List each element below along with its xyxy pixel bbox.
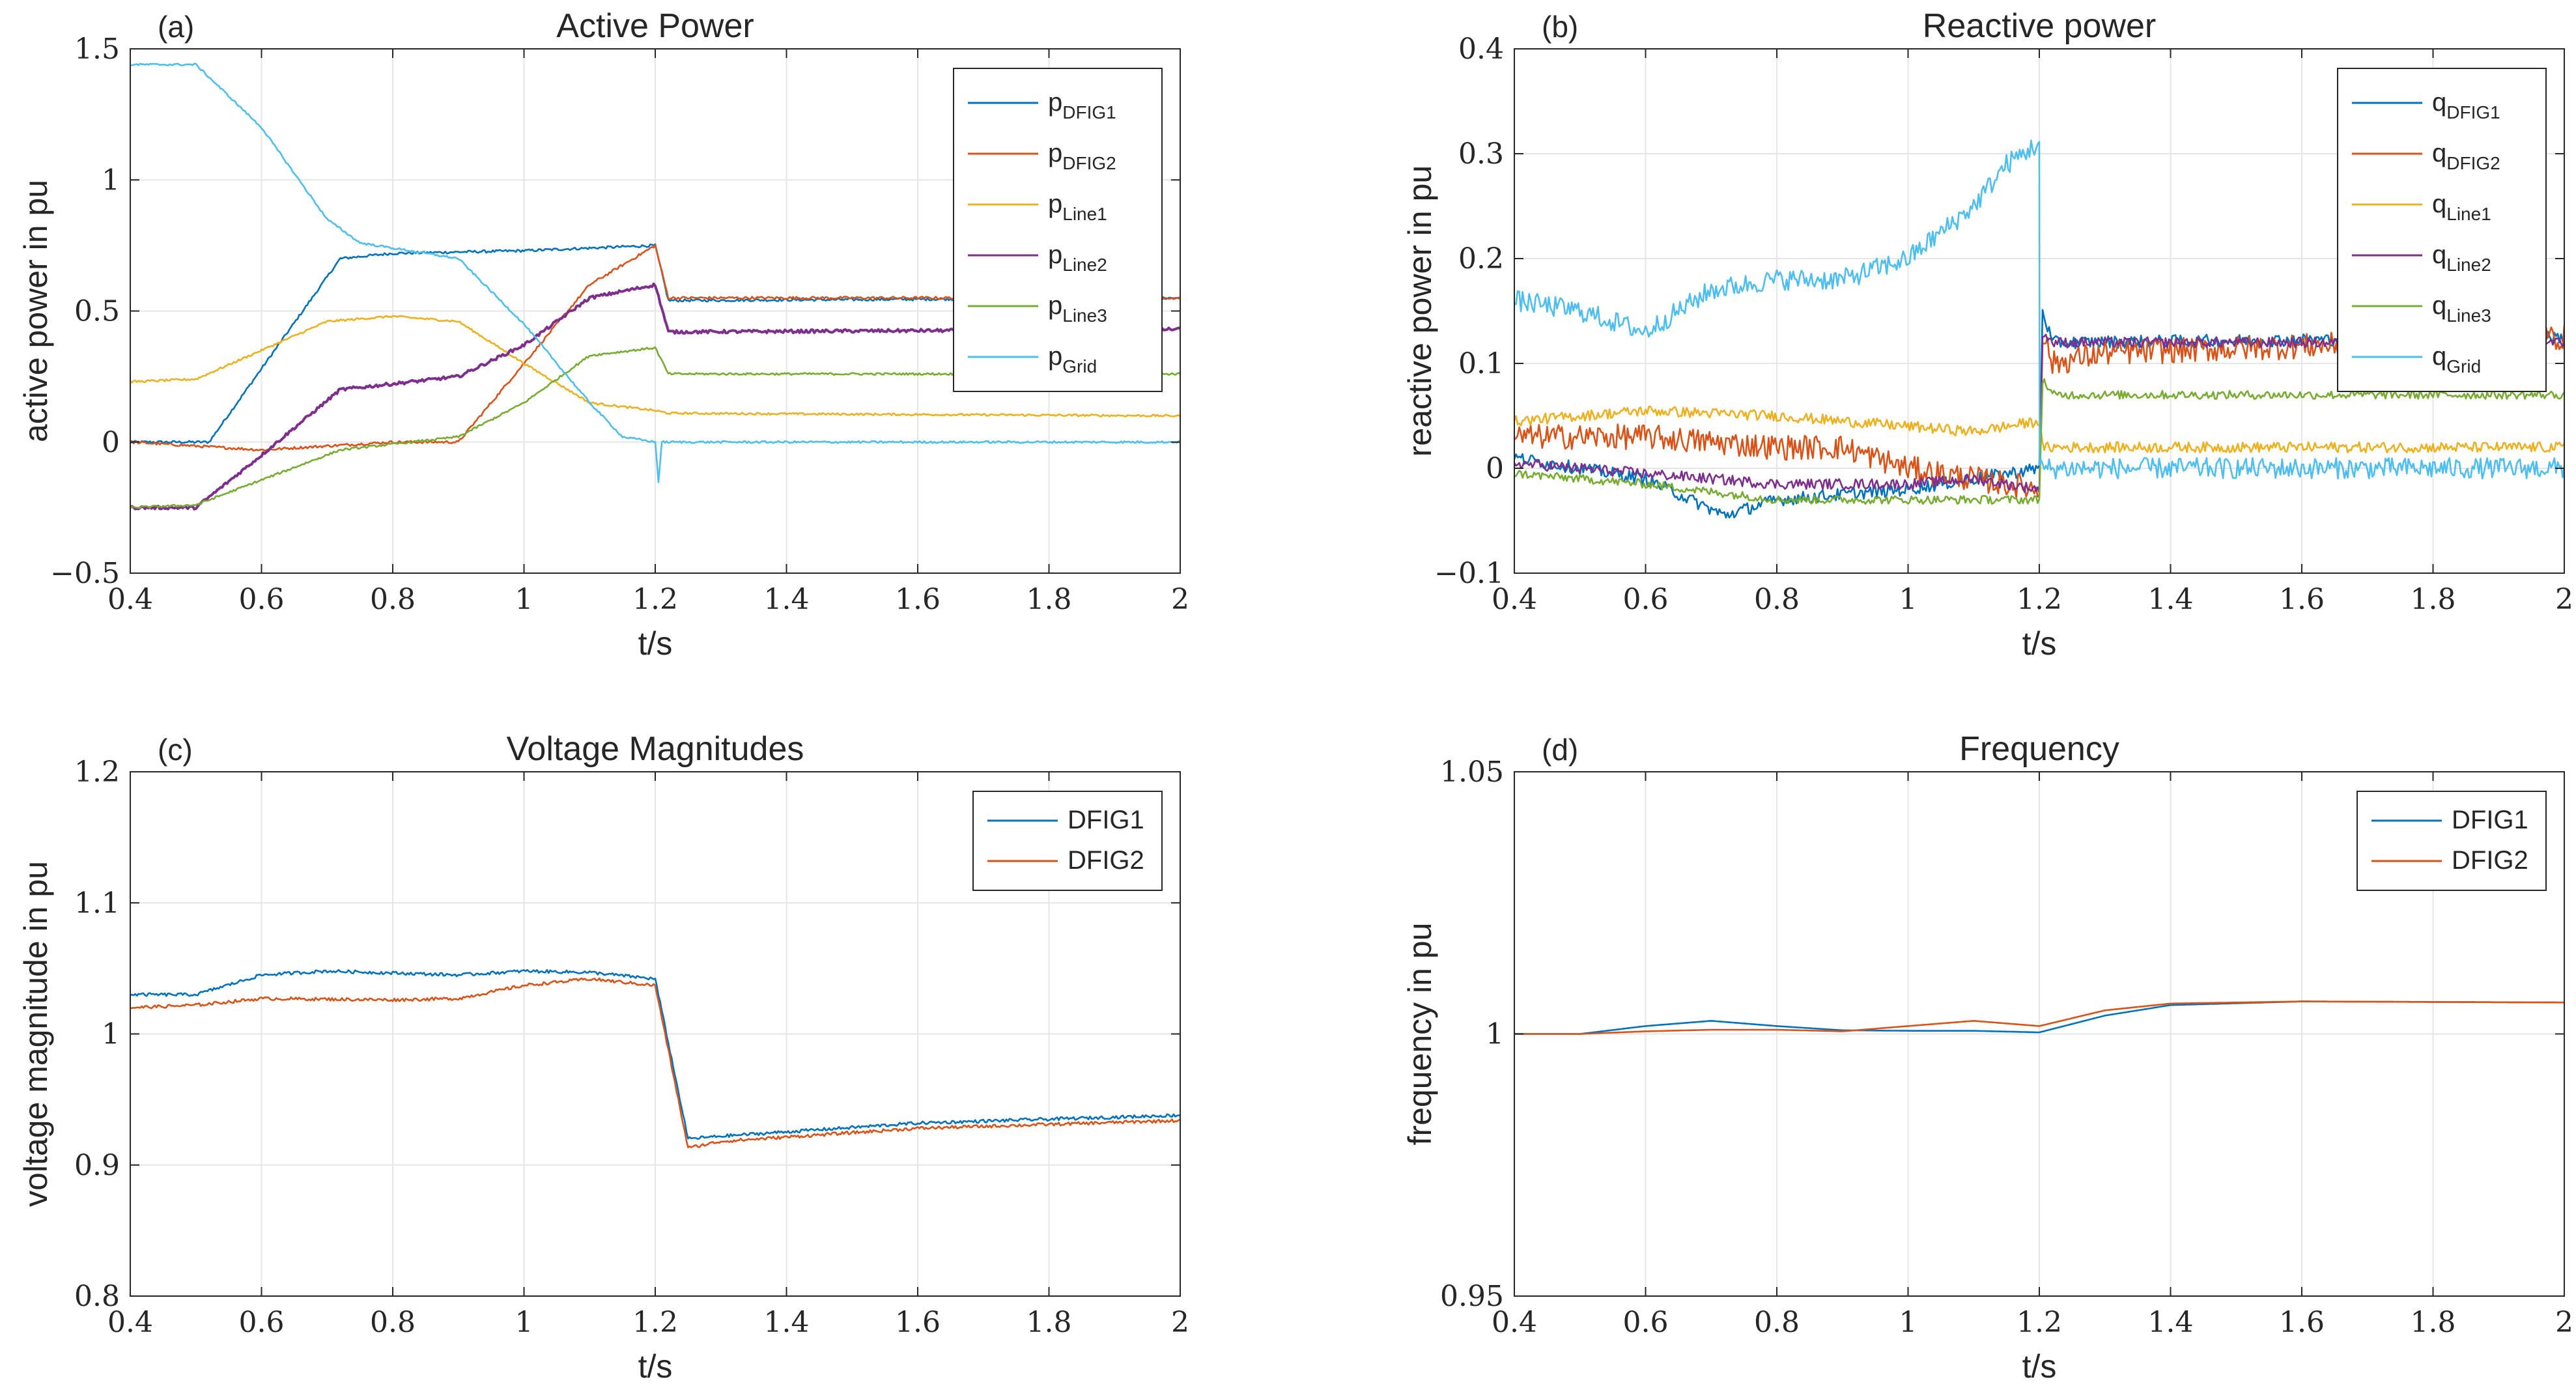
- x-tick-label: 0.8: [1754, 583, 1800, 616]
- x-tick-label: 0.4: [1492, 1306, 1537, 1339]
- legend-entry: DFIG2: [1068, 846, 1144, 875]
- chart-title: Active Power: [556, 7, 754, 45]
- x-tick-label: 1.8: [2411, 583, 2456, 616]
- x-tick-label: 1.6: [895, 1306, 941, 1339]
- y-tick-label: 0: [1486, 452, 1504, 485]
- x-tick-label: 1: [515, 1306, 533, 1339]
- series-line-dfig1: [130, 968, 1180, 1140]
- y-tick-label: 0.2: [1458, 242, 1504, 276]
- legend-entry: DFIG1: [2452, 806, 2528, 834]
- x-tick-label: 0.6: [1623, 583, 1669, 616]
- y-tick-label: −0.1: [1434, 557, 1504, 590]
- y-tick-label: 1.2: [74, 756, 120, 789]
- panel-b: 0.4 0.6 0.8 1 1.2 1.4 1.6 1.8 2 −0.1 0 0.1 0.2 0.3 0.4…: [1402, 7, 2573, 662]
- legend-box: [953, 68, 1163, 392]
- y-axis-label: frequency in pu: [1402, 923, 1438, 1146]
- x-tick-label: 1.4: [764, 583, 810, 616]
- y-axis-label: active power in pu: [18, 180, 54, 442]
- panel-label: (c): [158, 733, 193, 767]
- x-axis-label: t/s: [2022, 625, 2057, 662]
- y-tick-label: 0.9: [74, 1149, 120, 1182]
- x-tick-label: 2: [1171, 583, 1189, 616]
- series-line-pline1: [130, 315, 1180, 417]
- panel-c: 0.4 0.6 0.8 1 1.2 1.4 1.6 1.8 2 0.8 0.9 1 1.1 1.2 Volt…: [18, 730, 1189, 1385]
- x-tick-label: 0.4: [107, 583, 153, 616]
- y-tick-label: 0.3: [1458, 137, 1504, 171]
- x-tick-label: 0.6: [239, 583, 285, 616]
- y-tick-label: 1.05: [1440, 756, 1504, 789]
- panel-d: 0.4 0.6 0.8 1 1.2 1.4 1.6 1.8 2 0.95 1 1.05 Frequenc…: [1402, 730, 2573, 1385]
- x-tick-label: 1.4: [2148, 1306, 2194, 1339]
- x-tick-label: 0.8: [370, 583, 416, 616]
- series-group: [1514, 1000, 2564, 1035]
- x-tick-label: 1.2: [2017, 1306, 2062, 1339]
- series-line-pgrid: [130, 63, 1180, 483]
- x-tick-label: 1.8: [2411, 1306, 2456, 1339]
- chart-title: Frequency: [1959, 730, 2119, 768]
- chart-title: Voltage Magnitudes: [507, 730, 804, 768]
- legend-entry: qGrid: [2432, 342, 2481, 376]
- x-tick-label: 2: [2555, 1306, 2573, 1339]
- x-axis-label: t/s: [2022, 1348, 2057, 1385]
- x-tick-label: 0.6: [239, 1306, 285, 1339]
- x-tick-label: 2: [1171, 1306, 1189, 1339]
- y-tick-label: 0.1: [1458, 347, 1504, 380]
- x-tick-label: 1: [1899, 1306, 1918, 1339]
- x-tick-label: 1.2: [632, 583, 678, 616]
- x-tick-label: 0.4: [107, 1306, 153, 1339]
- series-line-dfig2: [130, 977, 1180, 1148]
- x-tick-label: 2: [2555, 583, 2573, 616]
- y-tick-label: 0.8: [74, 1280, 120, 1313]
- x-axis-label: t/s: [638, 1348, 673, 1385]
- y-tick-label: 1: [102, 1018, 120, 1051]
- y-tick-label: 0.95: [1440, 1280, 1504, 1313]
- series-line-qgrid: [1514, 139, 2564, 480]
- y-tick-label: 1.1: [74, 886, 120, 920]
- x-tick-label: 1.4: [764, 1306, 810, 1339]
- x-tick-label: 1.2: [2017, 583, 2062, 616]
- x-tick-label: 1.8: [1026, 1306, 1072, 1339]
- y-tick-label: 0.5: [74, 295, 120, 328]
- panel-label: (d): [1542, 733, 1578, 767]
- x-tick-label: 1: [1899, 583, 1918, 616]
- panel-a: 0.4 0.6 0.8 1 1.2 1.4 1.6 1.8 2 −0.5 0 0.5 1 1.5 Activ…: [18, 7, 1189, 662]
- series-line-dfig2: [1514, 1000, 2564, 1035]
- x-tick-label: 1.6: [2279, 1306, 2325, 1339]
- y-axis-label: voltage magnitude in pu: [18, 861, 54, 1207]
- y-tick-label: 0: [102, 426, 120, 459]
- x-tick-label: 0.8: [1754, 1306, 1800, 1339]
- x-tick-label: 1.2: [632, 1306, 678, 1339]
- y-tick-label: −0.5: [50, 557, 120, 590]
- y-tick-label: 1.5: [74, 33, 120, 66]
- series-group: [130, 968, 1180, 1148]
- x-tick-label: 1: [515, 583, 533, 616]
- legend: DFIG1 DFIG2: [2357, 791, 2547, 891]
- x-tick-label: 1.6: [895, 583, 941, 616]
- x-tick-label: 1.8: [1026, 583, 1072, 616]
- y-axis-label: reactive power in pu: [1402, 165, 1438, 457]
- x-tick-label: 0.6: [1623, 1306, 1669, 1339]
- legend-box: [2337, 68, 2547, 392]
- legend-entry: DFIG1: [1068, 806, 1144, 834]
- x-tick-label: 0.8: [370, 1306, 416, 1339]
- y-tick-label: 1: [102, 163, 120, 197]
- x-tick-label: 1.4: [2148, 583, 2194, 616]
- chart-title: Reactive power: [1923, 7, 2156, 45]
- legend-entry: DFIG2: [2452, 846, 2528, 875]
- legend: DFIG1 DFIG2: [972, 791, 1163, 891]
- y-tick-label: 0.4: [1458, 33, 1504, 66]
- panel-label: (a): [158, 10, 194, 44]
- x-tick-label: 1.6: [2279, 583, 2325, 616]
- legend-box: [2357, 791, 2547, 891]
- y-tick-label: 1: [1486, 1018, 1504, 1051]
- panel-label: (b): [1542, 10, 1578, 44]
- x-tick-label: 0.4: [1492, 583, 1537, 616]
- legend-box: [972, 791, 1163, 891]
- x-axis-label: t/s: [638, 625, 673, 662]
